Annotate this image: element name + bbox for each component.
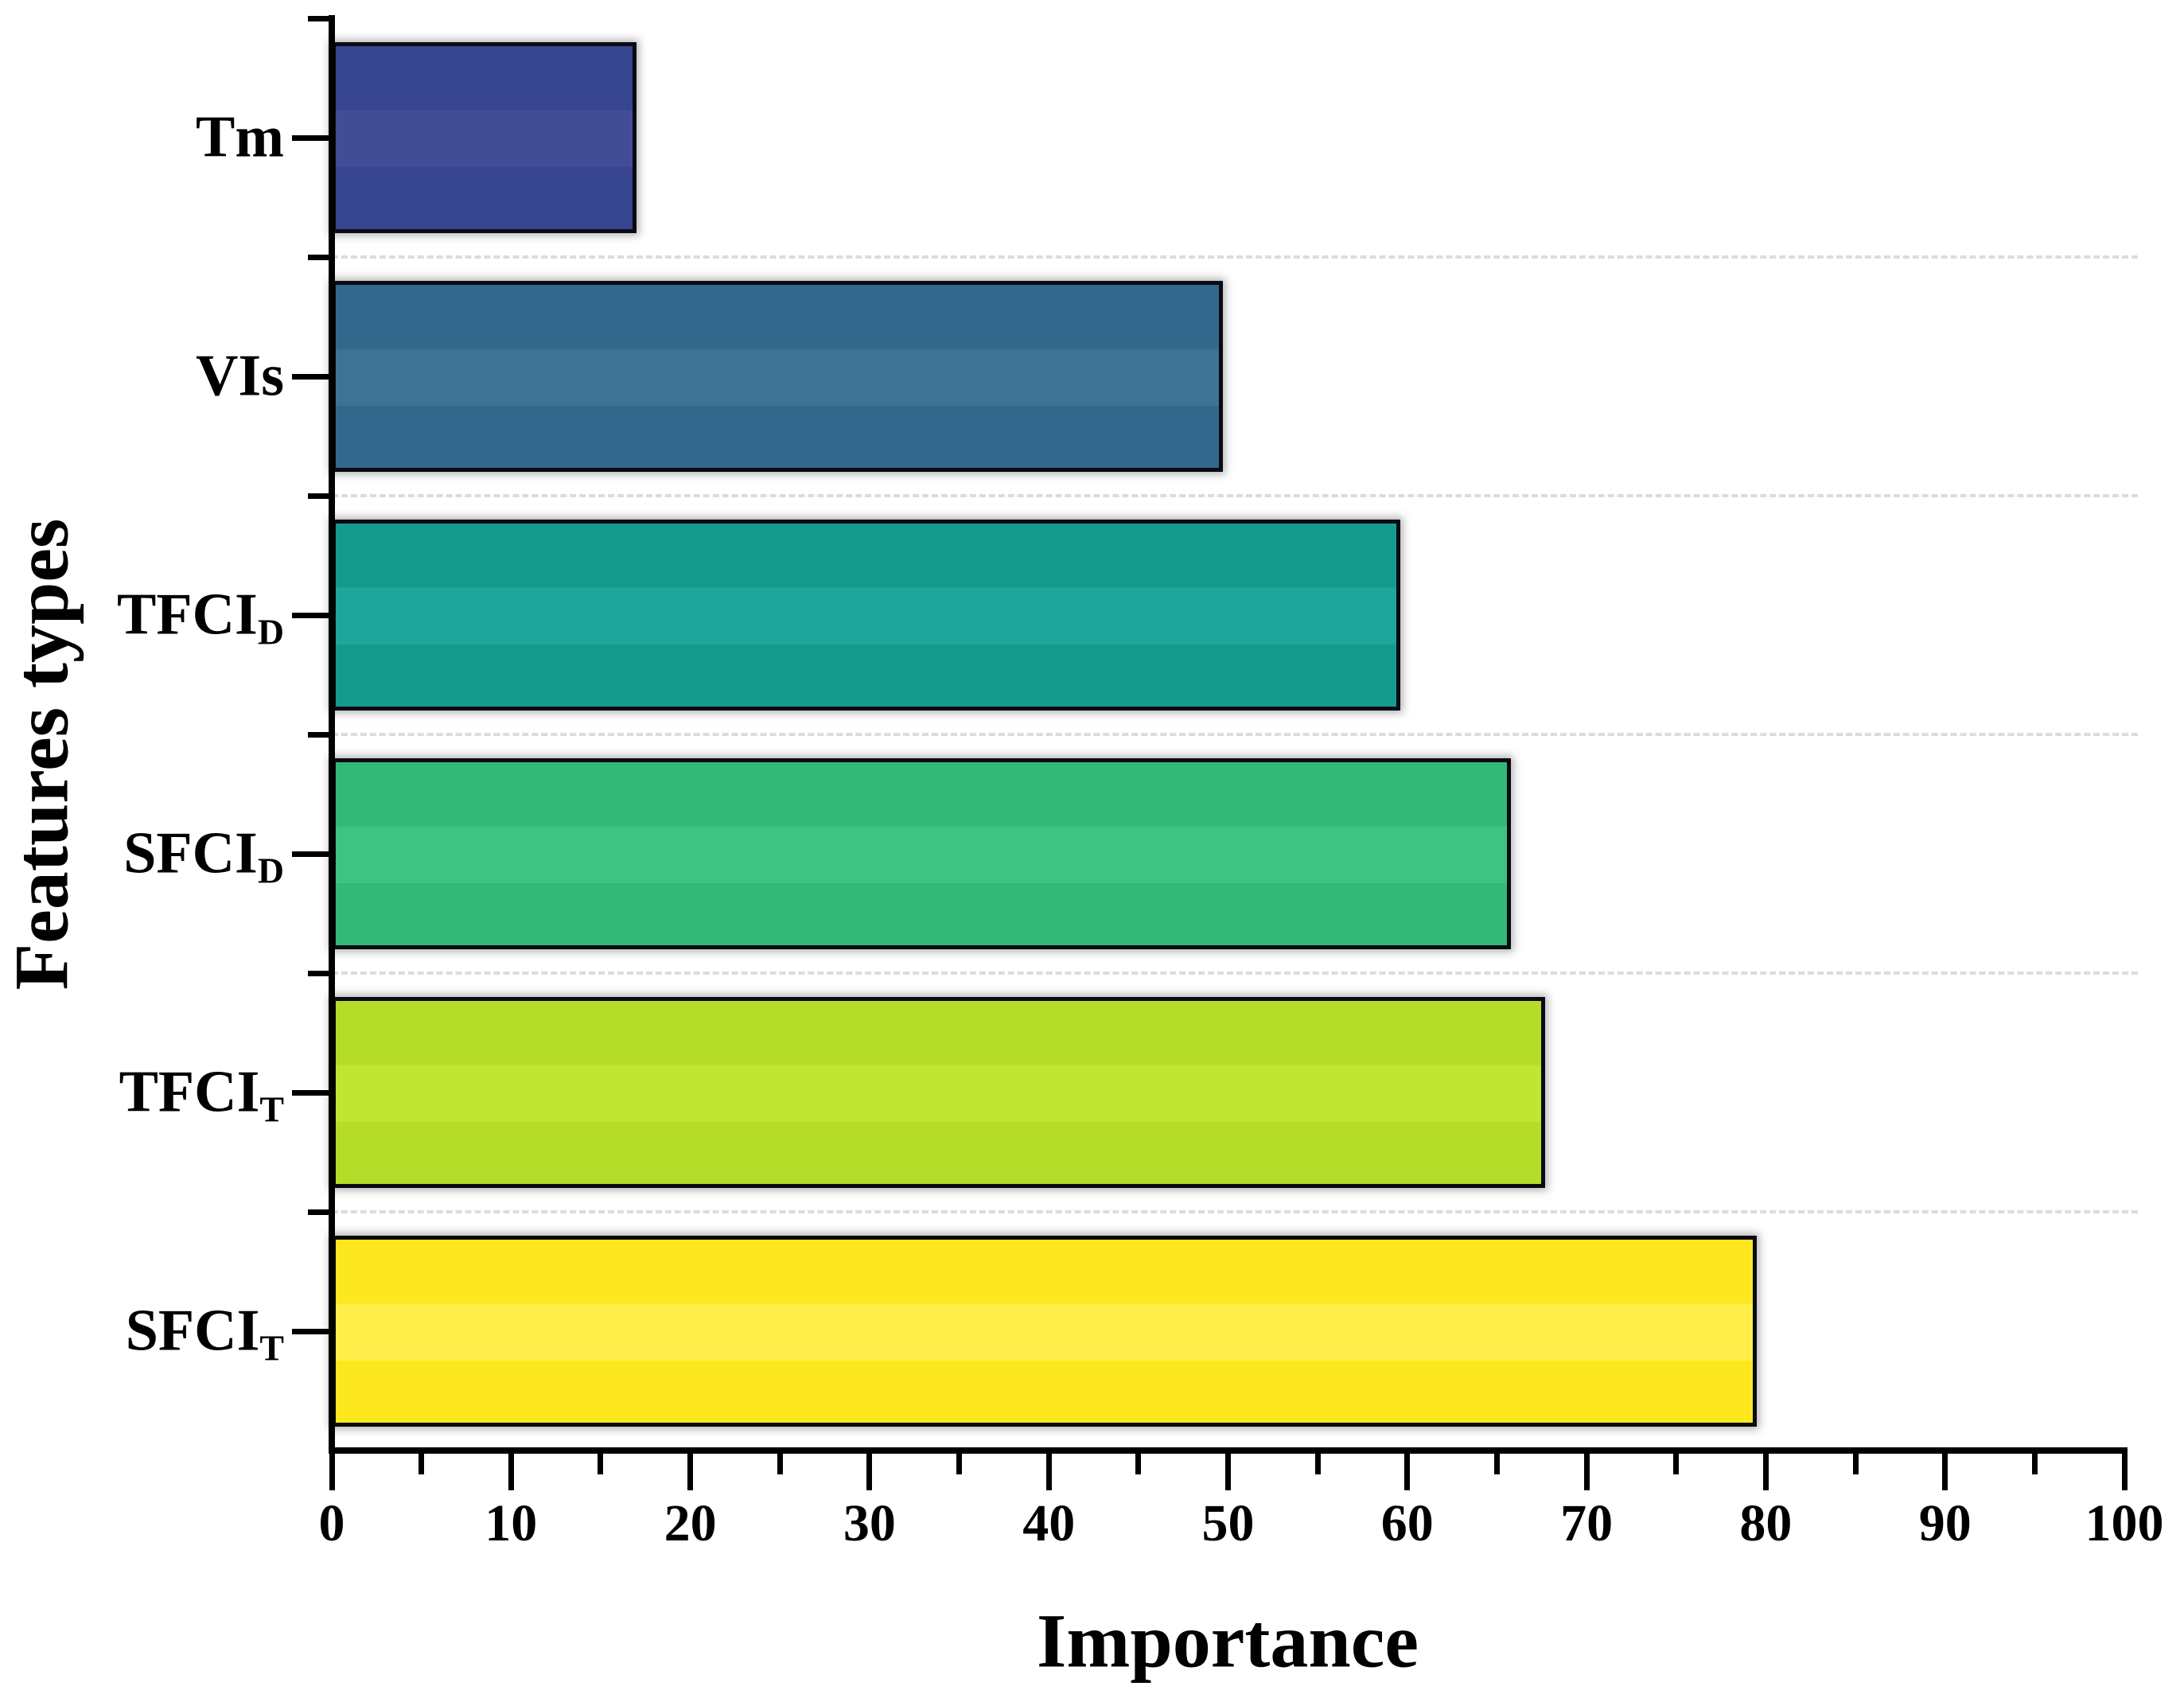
y-minor-tick <box>308 15 332 21</box>
x-major-tick <box>1225 1451 1231 1490</box>
category-label-main: VIs <box>195 343 284 409</box>
bar-sfci-t <box>332 1236 1757 1427</box>
x-tick-label-60: 60 <box>1380 1494 1434 1552</box>
x-minor-tick <box>1673 1451 1680 1474</box>
x-tick-label-100: 100 <box>2085 1494 2164 1552</box>
category-label-subscript: T <box>259 1088 284 1130</box>
y-major-tick <box>292 851 332 857</box>
y-major-tick <box>292 1328 332 1334</box>
x-minor-tick <box>777 1451 783 1474</box>
category-label-subscript: D <box>257 850 284 891</box>
bar-tfci-t <box>332 997 1545 1188</box>
bar-tfci-d <box>332 520 1400 711</box>
category-label-main: SFCI <box>123 820 258 886</box>
y-axis-line <box>329 15 335 1454</box>
x-major-tick <box>866 1451 873 1490</box>
category-label-sfci-t: SFCIT <box>125 1298 284 1369</box>
x-minor-tick <box>419 1451 425 1474</box>
gridline <box>332 1210 2138 1213</box>
bar-sfci-d <box>332 758 1511 949</box>
y-axis-title: Features types <box>0 518 84 991</box>
category-label-sfci-d: SFCID <box>123 820 284 891</box>
category-label-subscript: D <box>257 611 284 652</box>
x-tick-label-80: 80 <box>1739 1494 1793 1552</box>
x-major-tick <box>329 1451 335 1490</box>
x-tick-label-20: 20 <box>664 1494 717 1552</box>
y-major-tick <box>292 612 332 618</box>
category-label-main: TFCI <box>117 582 258 648</box>
x-minor-tick <box>1493 1451 1500 1474</box>
x-tick-label-10: 10 <box>485 1494 538 1552</box>
category-label-tfci-d: TFCID <box>117 582 284 652</box>
category-label-main: Tm <box>196 104 284 170</box>
gridline <box>332 494 2138 497</box>
gridline <box>332 733 2138 736</box>
x-minor-tick <box>598 1451 604 1474</box>
x-tick-label-50: 50 <box>1201 1494 1255 1552</box>
y-minor-tick <box>308 493 332 499</box>
x-major-tick <box>1404 1451 1411 1490</box>
x-major-tick <box>1762 1451 1769 1490</box>
x-major-tick <box>687 1451 694 1490</box>
category-label-tm: Tm <box>196 104 284 172</box>
category-label-main: SFCI <box>125 1298 260 1364</box>
y-major-tick <box>292 373 332 380</box>
gridline <box>332 972 2138 975</box>
category-label-main: TFCI <box>119 1059 260 1125</box>
x-major-tick <box>1045 1451 1052 1490</box>
category-label-vis: VIs <box>196 343 284 411</box>
y-minor-tick <box>308 254 332 260</box>
y-major-tick <box>292 134 332 141</box>
bar-vis <box>332 281 1223 472</box>
x-tick-label-30: 30 <box>843 1494 896 1552</box>
x-tick-label-90: 90 <box>1918 1494 1972 1552</box>
x-axis-title: Importance <box>1037 1598 1419 1684</box>
x-tick-label-70: 70 <box>1560 1494 1614 1552</box>
x-major-tick <box>1942 1451 1948 1490</box>
category-label-subscript: T <box>259 1327 284 1369</box>
x-major-tick <box>1583 1451 1590 1490</box>
x-major-tick <box>2121 1451 2128 1490</box>
x-minor-tick <box>1852 1451 1859 1474</box>
y-minor-tick <box>308 1209 332 1215</box>
x-minor-tick <box>956 1451 963 1474</box>
x-minor-tick <box>1135 1451 1142 1474</box>
bar-tm <box>332 42 637 233</box>
x-tick-label-0: 0 <box>318 1494 345 1552</box>
gridline <box>332 255 2138 259</box>
y-major-tick <box>292 1089 332 1096</box>
category-label-tfci-t: TFCIT <box>119 1059 284 1127</box>
y-minor-tick <box>308 731 332 738</box>
x-tick-label-40: 40 <box>1022 1494 1076 1552</box>
x-minor-tick <box>2031 1451 2038 1474</box>
x-minor-tick <box>1314 1451 1321 1474</box>
y-minor-tick <box>308 970 332 976</box>
x-major-tick <box>508 1451 514 1490</box>
